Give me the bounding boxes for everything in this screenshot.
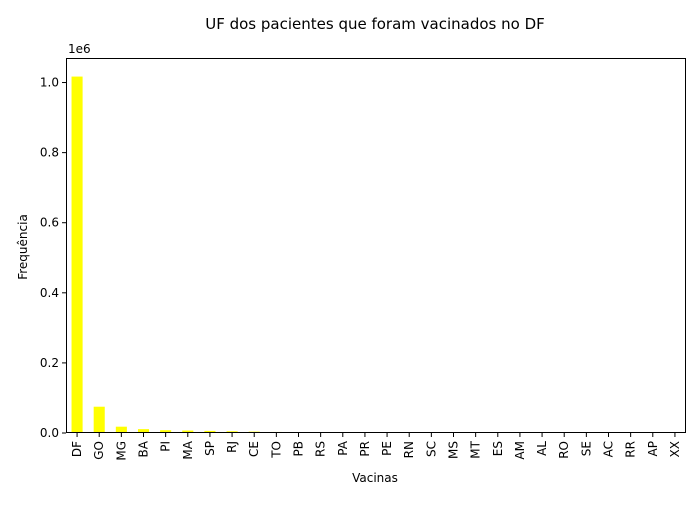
x-tick-label-al: AL	[535, 441, 549, 456]
x-tick-label-rr: RR	[624, 441, 638, 458]
x-tick-label-sp: SP	[203, 441, 217, 456]
plot-frame	[67, 59, 686, 433]
bar-df	[72, 77, 83, 433]
y-offset-label: 1e6	[68, 42, 91, 56]
x-tick-label-ce: CE	[247, 441, 261, 457]
x-tick-label-mg: MG	[114, 441, 128, 461]
y-tick-label: 0.0	[40, 426, 59, 440]
x-tick-label-pb: PB	[292, 441, 306, 456]
y-ticks-group: 0.0 0.2 0.4 0.6 0.8 1.0	[40, 76, 66, 440]
bars-group	[72, 77, 681, 433]
x-tick-label-pi: PI	[159, 441, 173, 452]
x-tick-label-ac: AC	[602, 441, 616, 457]
y-tick-label: 0.2	[40, 356, 59, 370]
chart-title: UF dos pacientes que foram vacinados no …	[205, 15, 545, 33]
x-tick-label-ro: RO	[557, 441, 571, 459]
x-tick-label-rs: RS	[314, 441, 328, 457]
x-tick-label-xx: XX	[668, 441, 682, 457]
x-tick-label-rn: RN	[402, 441, 416, 458]
x-tick-label-pe: PE	[380, 441, 394, 456]
x-tick-label-to: TO	[269, 441, 283, 459]
x-tick-label-pr: PR	[358, 441, 372, 457]
x-tick-label-se: SE	[579, 441, 593, 456]
x-tick-label-df: DF	[70, 441, 84, 457]
y-axis-label: Frequência	[16, 214, 30, 280]
y-tick-label: 0.8	[40, 146, 59, 160]
y-tick-label: 0.6	[40, 216, 59, 230]
x-tick-label-ba: BA	[137, 440, 151, 457]
y-tick-label: 0.4	[40, 286, 59, 300]
x-axis-label: Vacinas	[352, 471, 398, 485]
bar-go	[94, 407, 105, 433]
x-tick-label-am: AM	[513, 441, 527, 460]
x-tick-label-pa: PA	[336, 440, 350, 455]
x-tick-label-es: ES	[491, 441, 505, 456]
x-ticks-group: DF GO MG BA PI MA SP RJ CE TO PB RS PA PR PE RN SC MS MT ES…	[70, 433, 682, 461]
y-tick-label: 1.0	[40, 76, 59, 90]
x-tick-label-go: GO	[92, 441, 106, 460]
x-tick-label-ma: MA	[181, 440, 195, 459]
x-tick-label-rj: RJ	[225, 441, 239, 453]
x-tick-label-ap: AP	[646, 441, 660, 456]
x-tick-label-sc: SC	[424, 441, 438, 457]
x-tick-label-ms: MS	[447, 441, 461, 459]
x-tick-label-mt: MT	[469, 440, 483, 458]
